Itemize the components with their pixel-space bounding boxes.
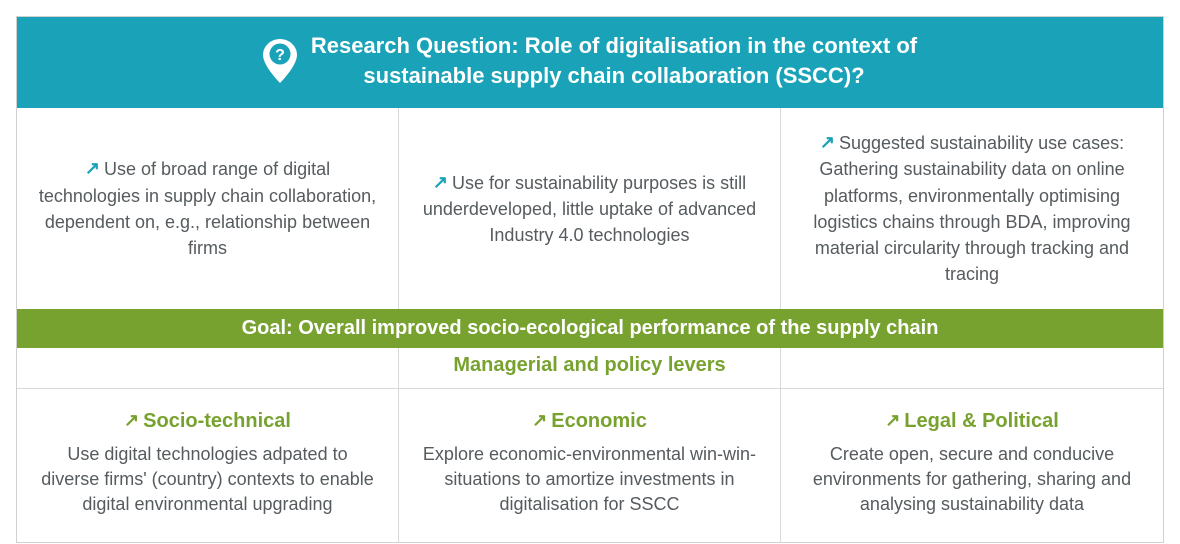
arrow-icon: ↗ (433, 169, 448, 195)
finding-3-body: Gathering sustainability data on online … (801, 156, 1143, 286)
levers-spacer-left (17, 348, 399, 388)
levers-label-text: Managerial and policy levers (453, 354, 725, 376)
finding-cell-3: ↗Suggested sustainability use cases: Gat… (781, 108, 1163, 309)
levers-row-cells: ↗Socio-technical Use digital technologie… (17, 388, 1163, 542)
arrow-icon: ↗ (124, 407, 139, 433)
finding-cell-1: ↗Use of broad range of digital technolog… (17, 108, 399, 309)
research-question-band: ? Research Question: Role of digitalisat… (17, 17, 1163, 108)
finding-cell-2: ↗Use for sustainability purposes is stil… (399, 108, 781, 309)
findings-row: ↗Use of broad range of digital technolog… (17, 108, 1163, 309)
arrow-icon: ↗ (85, 155, 100, 181)
question-pin-icon: ? (263, 39, 297, 83)
lever-2-body: Explore economic-environmental win-win-s… (419, 442, 760, 518)
lever-3-title: Legal & Political (904, 410, 1058, 432)
levers-label-row: Managerial and policy levers (17, 348, 1163, 388)
lever-cell-socio-technical: ↗Socio-technical Use digital technologie… (17, 388, 399, 542)
finding-3-lead: Suggested sustainability use cases: (839, 133, 1124, 153)
arrow-icon: ↗ (885, 407, 900, 433)
lever-1-body: Use digital technologies adpated to dive… (37, 442, 378, 518)
levers-spacer-right (781, 348, 1163, 388)
research-question-text: Research Question: Role of digitalisatio… (311, 31, 917, 90)
lever-1-title: Socio-technical (143, 410, 291, 432)
diagram-frame: ? Research Question: Role of digitalisat… (16, 16, 1164, 543)
header-line1: Research Question: Role of digitalisatio… (311, 33, 917, 58)
svg-text:?: ? (275, 47, 285, 64)
goal-band: Goal: Overall improved socio-ecological … (17, 309, 1163, 348)
header-line2: sustainable supply chain collaboration (… (363, 63, 864, 88)
lever-3-body: Create open, secure and conducive enviro… (801, 442, 1143, 518)
lever-cell-economic: ↗Economic Explore economic-environmental… (399, 388, 781, 542)
arrow-icon: ↗ (820, 129, 835, 155)
arrow-icon: ↗ (532, 407, 547, 433)
finding-2-text: Use for sustainability purposes is still… (423, 173, 756, 245)
lever-2-title: Economic (551, 410, 647, 432)
levers-label: Managerial and policy levers (399, 348, 781, 388)
lever-cell-legal-political: ↗Legal & Political Create open, secure a… (781, 388, 1163, 542)
goal-text: Goal: Overall improved socio-ecological … (242, 317, 939, 339)
